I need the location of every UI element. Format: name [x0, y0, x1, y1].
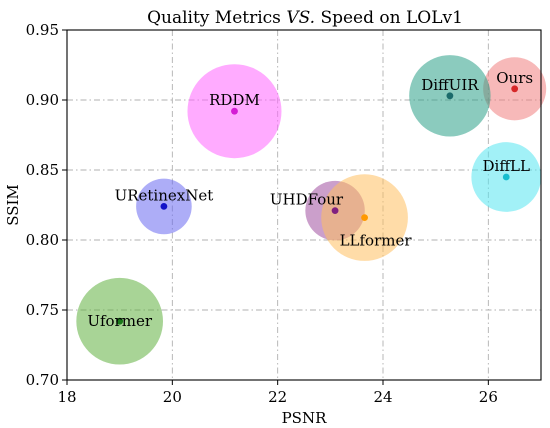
x-tick-label: 24 [373, 388, 392, 406]
y-tick-label: 0.95 [26, 21, 59, 39]
point-dot [231, 107, 238, 115]
point-dots [116, 85, 519, 325]
point-labels: Ours DiffUIR RDDM DiffLL URetinexNet UHDFour L… [87, 69, 533, 330]
point-dot [331, 207, 339, 215]
x-tick-label: 18 [57, 388, 76, 406]
y-tick-label: 0.70 [26, 371, 59, 389]
y-tick-label: 0.80 [26, 231, 59, 249]
point-label: RDDM [209, 91, 260, 109]
point-dot [361, 214, 368, 222]
chart-title: Quality Metrics VS. Speed on LOLv1 [147, 8, 463, 28]
chart-title-emphasis: VS. [286, 8, 315, 28]
point-label: Ours [496, 69, 533, 87]
point-dot [160, 203, 168, 210]
point-dot [446, 92, 454, 100]
point-label: Uformer [87, 312, 152, 330]
chart-title-prefix: Quality Metrics [147, 8, 286, 28]
point-label: DiffUIR [421, 76, 479, 94]
point-label: LLformer [340, 232, 413, 250]
y-tick-label: 0.85 [26, 161, 59, 179]
chart-title-suffix: Speed on LOLv1 [315, 8, 463, 28]
y-tick-label: 0.75 [26, 301, 59, 319]
point-label: UHDFour [270, 191, 344, 209]
point-dot [116, 317, 124, 325]
plot-frame [66, 29, 542, 381]
point-dot [511, 85, 519, 93]
y-tick-label: 0.90 [26, 91, 59, 109]
x-tick-label: 20 [163, 388, 182, 406]
x-tick-label: 22 [268, 388, 287, 406]
point-label: DiffLL [483, 157, 530, 175]
x-tick-label: 26 [479, 388, 498, 406]
y-axis-label: SSIM [4, 184, 22, 226]
point-dot [502, 173, 510, 181]
ticks: 18 20 22 24 26 0.70 0.75 0.80 0.85 0.90 0.95 [26, 21, 498, 406]
point-label: URetinexNet [115, 186, 214, 204]
x-axis-label: PSNR [282, 409, 327, 427]
